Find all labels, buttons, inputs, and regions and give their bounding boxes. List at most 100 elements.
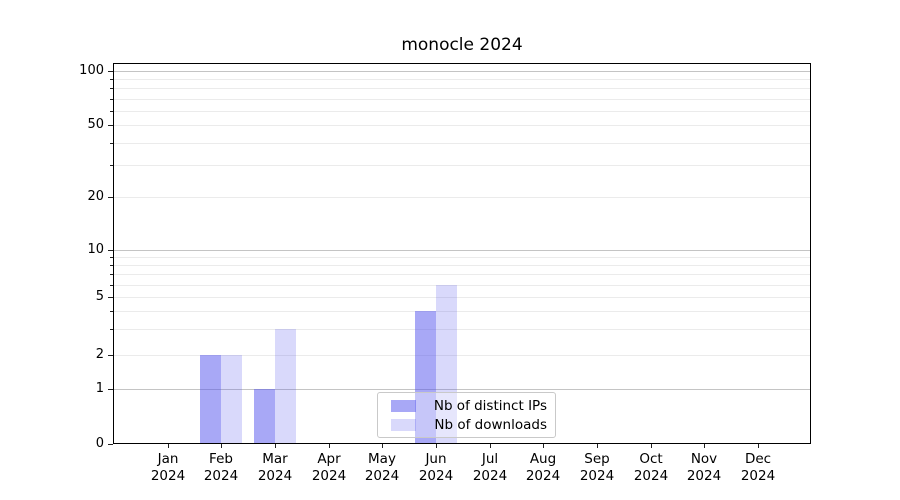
legend-swatch-distinct-ips	[391, 399, 416, 412]
x-tick-year: 2024	[633, 468, 669, 484]
x-tick-year: 2024	[203, 468, 239, 484]
x-tick-month: Sep	[584, 451, 610, 467]
gridline-major	[114, 71, 810, 72]
gridline-minor	[114, 165, 810, 166]
x-tick-year: 2024	[150, 468, 186, 484]
y-tick-mark	[108, 250, 113, 251]
y-tick-mark-minor	[110, 265, 113, 266]
gridline-minor	[114, 125, 810, 126]
y-tick-mark	[108, 125, 113, 126]
y-tick-mark-minor	[110, 311, 113, 312]
y-tick-mark-minor	[110, 111, 113, 112]
gridline-minor	[114, 265, 810, 266]
y-tick-mark-minor	[110, 88, 113, 89]
y-tick-label: 5	[95, 289, 104, 304]
bar-distinct-ips	[254, 389, 275, 444]
bar-downloads	[275, 329, 296, 444]
bar-distinct-ips	[415, 311, 436, 444]
x-tick-month: Jun	[425, 451, 447, 467]
x-tick-label: Dec 2024	[730, 451, 786, 485]
x-tick-label: Apr 2024	[301, 451, 357, 485]
x-tick-label: Sep 2024	[569, 451, 625, 485]
x-tick-mark	[329, 444, 330, 448]
gridline-minor	[114, 329, 810, 330]
x-tick-year: 2024	[257, 468, 293, 484]
gridline-minor	[114, 274, 810, 275]
legend-label: Nb of downloads	[434, 416, 547, 433]
x-tick-mark	[168, 444, 169, 448]
y-tick-label: 10	[87, 242, 104, 257]
x-tick-month: Oct	[639, 451, 663, 467]
x-tick-label: Mar 2024	[247, 451, 303, 485]
gridline-minor	[114, 99, 810, 100]
x-tick-year: 2024	[686, 468, 722, 484]
gridline-major	[114, 250, 810, 251]
x-tick-mark	[490, 444, 491, 448]
x-tick-mark	[597, 444, 598, 448]
y-tick-mark-minor	[110, 99, 113, 100]
x-tick-label: Nov 2024	[676, 451, 732, 485]
x-tick-label: Aug 2024	[515, 451, 571, 485]
y-tick-mark-minor	[110, 165, 113, 166]
x-tick-label: May 2024	[354, 451, 410, 485]
y-tick-mark-minor	[110, 79, 113, 80]
x-tick-year: 2024	[311, 468, 347, 484]
x-tick-year: 2024	[740, 468, 776, 484]
bar-distinct-ips	[200, 355, 221, 444]
x-tick-month: Nov	[690, 451, 718, 467]
x-tick-mark	[221, 444, 222, 448]
legend-row: Nb of distinct IPs	[391, 396, 547, 415]
y-tick-mark	[108, 197, 113, 198]
bar-downloads	[221, 355, 242, 444]
x-tick-year: 2024	[579, 468, 615, 484]
x-tick-month: Feb	[209, 451, 233, 467]
gridline-minor	[114, 111, 810, 112]
y-tick-mark-minor	[110, 285, 113, 286]
gridline-minor	[114, 355, 810, 356]
x-tick-mark	[543, 444, 544, 448]
gridline-minor	[114, 143, 810, 144]
y-tick-mark-minor	[110, 143, 113, 144]
x-tick-month: Jan	[157, 451, 179, 467]
chart-title: monocle 2024	[401, 35, 523, 55]
x-tick-month: Apr	[317, 451, 341, 467]
x-tick-year: 2024	[472, 468, 508, 484]
gridline-minor	[114, 257, 810, 258]
legend: Nb of distinct IPs Nb of downloads	[377, 392, 556, 438]
y-tick-mark	[108, 355, 113, 356]
y-tick-label: 2	[95, 347, 104, 362]
x-tick-month: May	[368, 451, 396, 467]
x-tick-year: 2024	[364, 468, 400, 484]
y-tick-label: 100	[79, 63, 104, 78]
x-tick-year: 2024	[418, 468, 454, 484]
x-tick-mark	[275, 444, 276, 448]
bar-downloads	[436, 285, 457, 444]
x-tick-month: Aug	[529, 451, 557, 467]
y-tick-mark	[108, 71, 113, 72]
y-tick-label: 1	[95, 381, 104, 396]
x-tick-mark	[651, 444, 652, 448]
gridline-minor	[114, 79, 810, 80]
x-tick-mark	[758, 444, 759, 448]
x-tick-month: Jul	[481, 451, 499, 467]
y-tick-label: 0	[95, 436, 104, 451]
y-tick-mark-minor	[110, 257, 113, 258]
legend-row: Nb of downloads	[391, 415, 547, 434]
gridline-minor	[114, 88, 810, 89]
y-tick-label: 50	[87, 117, 104, 132]
y-tick-mark	[108, 389, 113, 390]
y-tick-mark	[108, 297, 113, 298]
x-tick-mark	[436, 444, 437, 448]
gridline-minor	[114, 297, 810, 298]
legend-label: Nb of distinct IPs	[433, 397, 547, 414]
gridline-minor	[114, 311, 810, 312]
gridline-minor	[114, 197, 810, 198]
y-tick-mark-minor	[110, 274, 113, 275]
x-tick-label: Jun 2024	[408, 451, 464, 485]
x-tick-month: Mar	[262, 451, 288, 467]
x-tick-label: Oct 2024	[623, 451, 679, 485]
x-tick-label: Feb 2024	[193, 451, 249, 485]
y-tick-mark	[108, 444, 113, 445]
y-tick-label: 20	[87, 189, 104, 204]
